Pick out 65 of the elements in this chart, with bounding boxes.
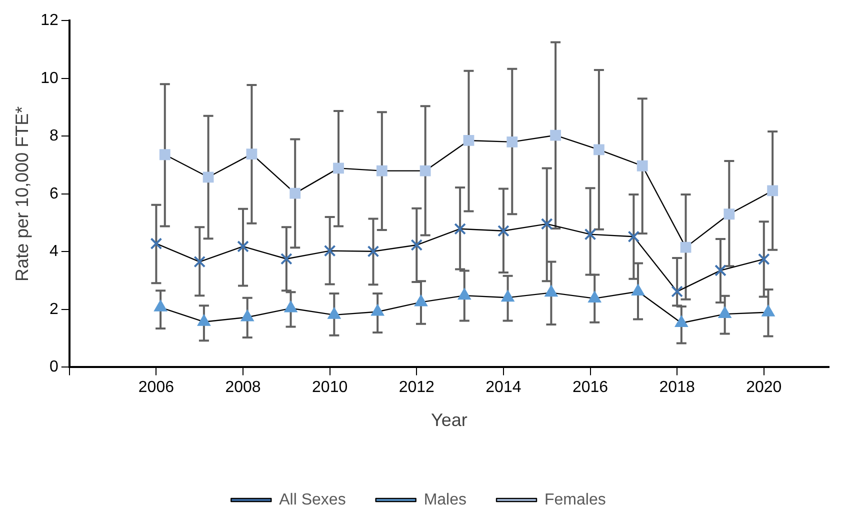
point [410,239,423,251]
point [501,290,514,302]
point [588,290,602,302]
point [202,172,214,183]
x-tick-label: 2008 [225,379,261,396]
point [324,244,336,257]
y-tick-label: 4 [49,243,58,260]
x-tick-label: 2014 [486,379,522,396]
point [194,256,206,268]
point [463,135,474,146]
point [550,130,561,141]
point [328,307,341,319]
y-tick-label: 10 [40,70,58,87]
point [246,148,258,160]
point [540,218,553,230]
point [371,304,384,316]
y-tick-label: 12 [40,12,58,30]
legend-label: Females [544,491,606,508]
point [544,285,558,297]
x-tick-label: 2012 [398,379,435,396]
point [674,316,688,328]
point [498,224,510,237]
point [150,238,162,250]
point [159,149,170,160]
point [290,188,301,199]
x-axis-title: Year [431,410,468,430]
point [240,310,254,322]
point [714,264,726,276]
point [724,208,735,220]
y-tick-label: 6 [49,185,58,202]
point [376,165,388,176]
point [584,228,596,240]
legend-label: Males [424,491,467,508]
point [280,252,292,265]
y-axis-title: Rate per 10,000 FTE* [12,106,32,282]
y-tick-label: 8 [49,128,58,145]
point [628,230,640,243]
point [237,240,249,252]
x-tick-label: 2020 [746,379,782,396]
x-tick-label: 2010 [312,379,348,396]
point [154,300,168,312]
x-tick-label: 2016 [572,379,608,396]
point [420,165,431,176]
point [718,306,732,318]
point [367,245,380,258]
point [458,288,471,300]
point [506,136,518,148]
point [454,222,466,235]
point [414,294,428,306]
point [594,144,604,156]
point [284,300,298,312]
y-tick-label: 2 [49,300,58,318]
point [636,160,648,172]
point [762,304,775,316]
legend-label: All Sexes [279,491,346,508]
x-tick-label: 2006 [138,379,174,396]
point [758,253,770,266]
y-tick-label: 0 [49,358,58,376]
point [671,286,684,298]
point [631,284,645,296]
point [680,242,692,253]
point [333,162,344,174]
point [197,314,211,326]
x-tick-label: 2018 [659,379,695,396]
point [767,185,778,196]
